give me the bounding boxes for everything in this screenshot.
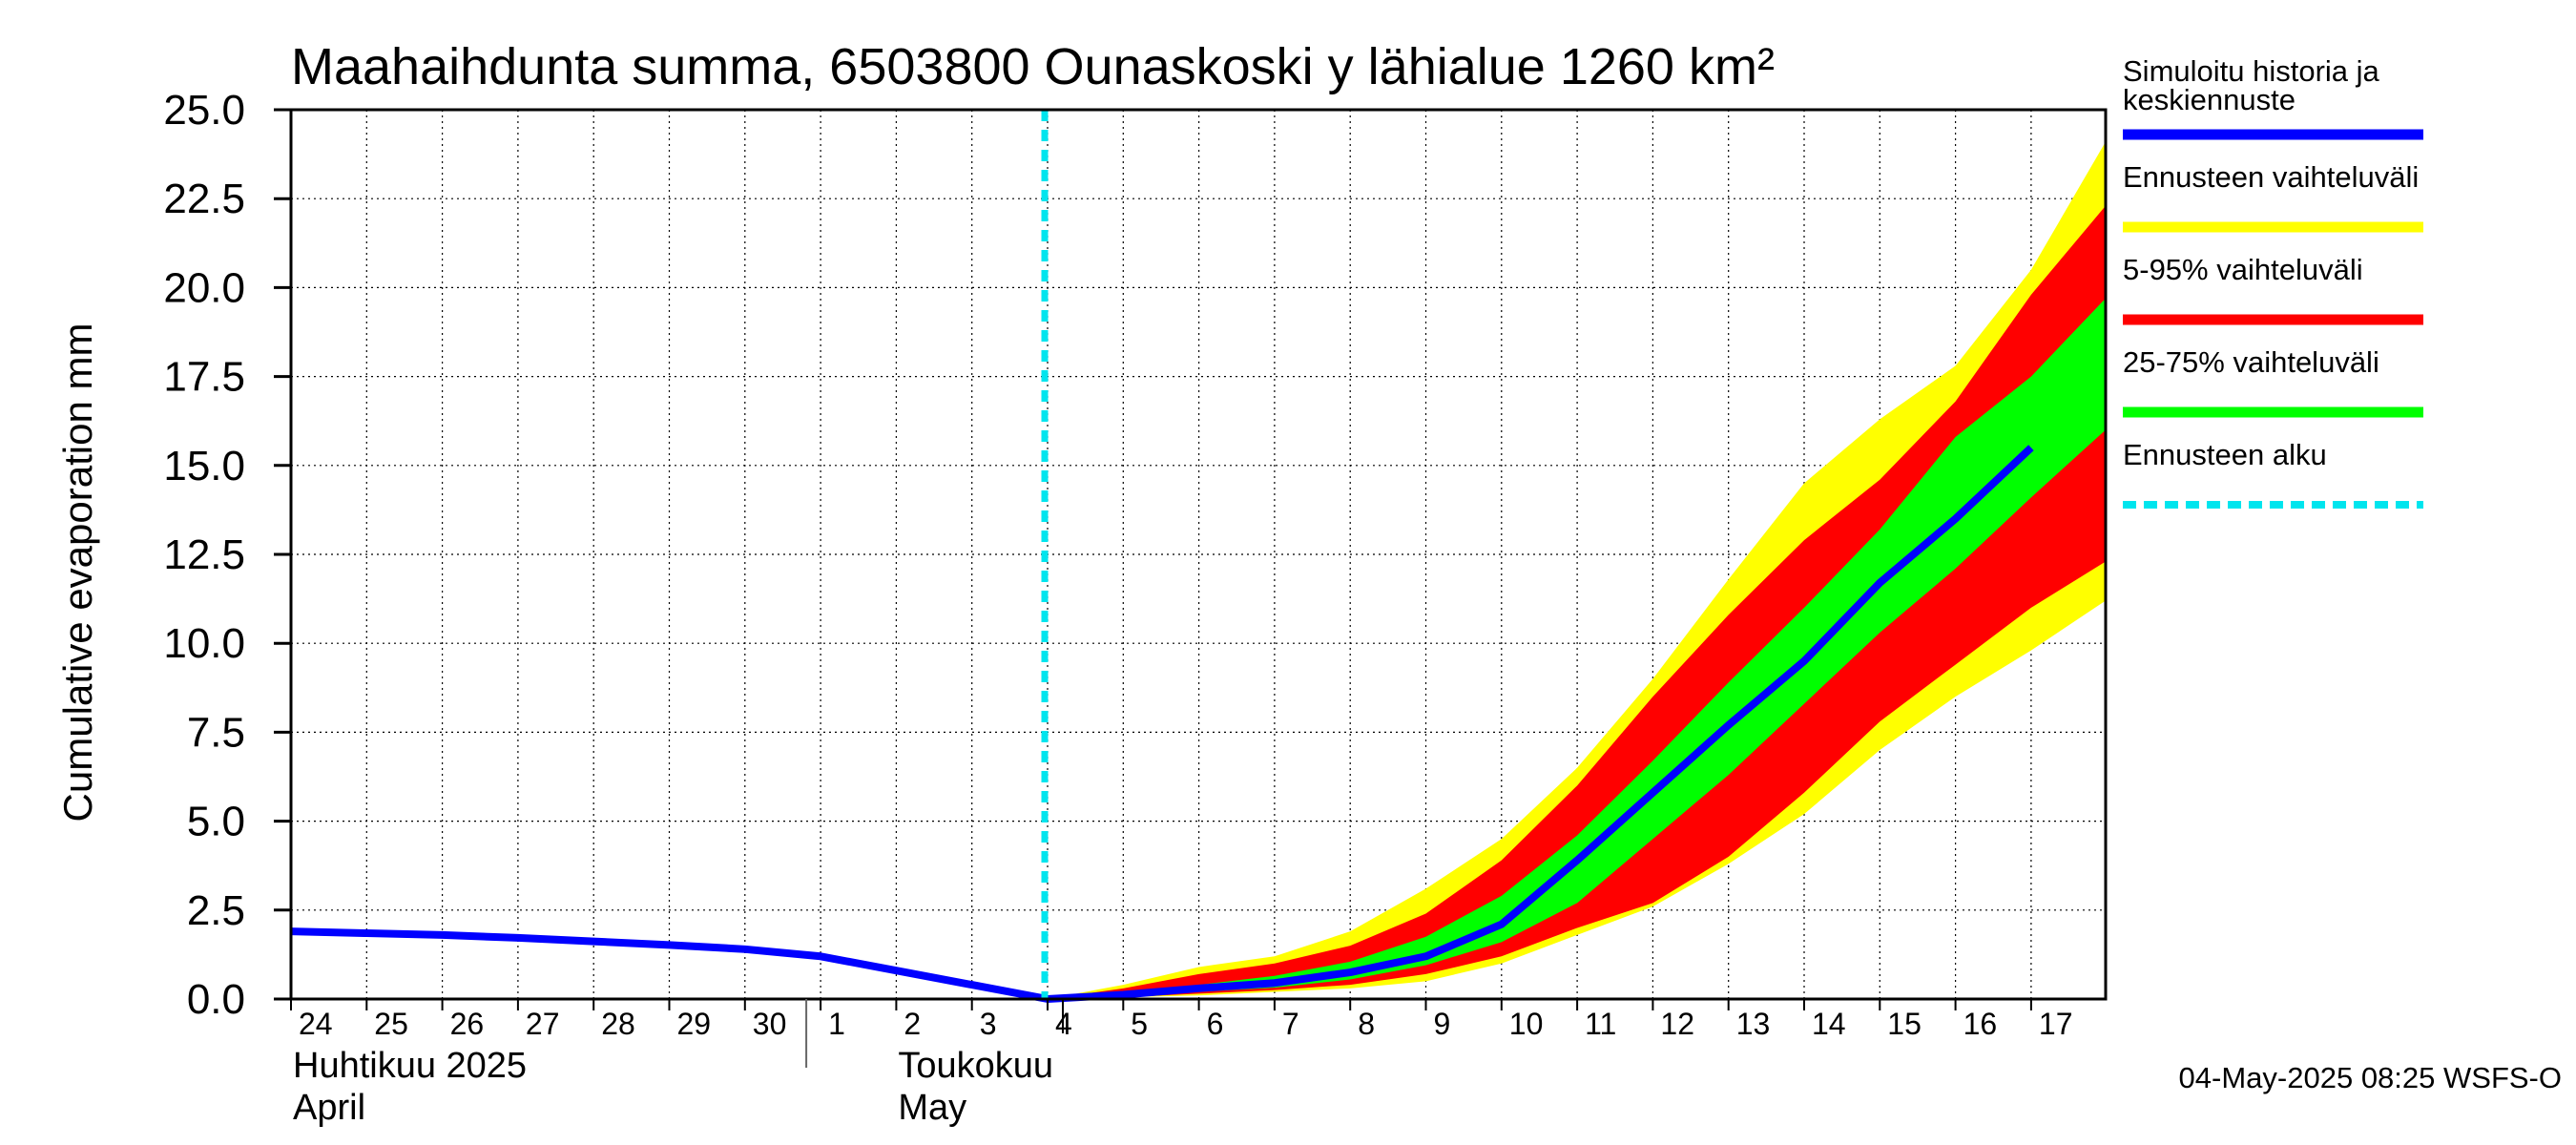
y-tick-label: 22.5	[163, 176, 245, 222]
footer-timestamp: 04-May-2025 08:25 WSFS-O	[2179, 1061, 2562, 1094]
y-tick-label: 17.5	[163, 354, 245, 401]
x-tick-label: 17	[2039, 1007, 2073, 1041]
x-tick-label: 15	[1887, 1007, 1922, 1041]
x-tick-label: 1	[828, 1007, 845, 1041]
x-tick-label: 13	[1736, 1007, 1771, 1041]
x-tick-label: 28	[601, 1007, 635, 1041]
y-tick-label: 5.0	[187, 799, 245, 845]
legend-label-line2: keskiennuste	[2123, 83, 2296, 116]
x-tick-label: 10	[1509, 1007, 1544, 1041]
x-tick-label: 25	[374, 1007, 408, 1041]
x-tick-label: 6	[1207, 1007, 1224, 1041]
series-line-mean	[290, 445, 2034, 1003]
y-tick-label: 25.0	[163, 87, 245, 134]
x-tick-label: 16	[1963, 1007, 1998, 1041]
legend-label: Simuloitu historia ja	[2123, 54, 2380, 88]
y-tick-label: 7.5	[187, 709, 245, 756]
x-tick-label: 24	[299, 1007, 333, 1041]
y-tick-label: 2.5	[187, 887, 245, 934]
x-tick-label: 29	[677, 1007, 712, 1041]
x-tick-label: 30	[753, 1007, 787, 1041]
legend-label: Ennusteen alku	[2123, 438, 2327, 471]
legend-label: 5-95% vaihteluväli	[2123, 253, 2363, 286]
month-label-line1: Huhtikuu 2025	[293, 1046, 527, 1086]
legend-label: Ennusteen vaihteluväli	[2123, 160, 2419, 194]
x-tick-label: 3	[980, 1007, 997, 1041]
x-tick-label: 7	[1282, 1007, 1299, 1041]
month-label-line2: April	[293, 1088, 365, 1128]
chart-title: Maahaihdunta summa, 6503800 Ounaskoski y…	[291, 38, 1775, 95]
x-tick-label: 12	[1660, 1007, 1694, 1041]
y-tick-label: 10.0	[163, 620, 245, 667]
legend-label: 25-75% vaihteluväli	[2123, 345, 2379, 379]
x-tick-label: 9	[1434, 1007, 1451, 1041]
y-tick-label: 12.5	[163, 531, 245, 578]
x-axis: 242526272829301234567891011121314151617	[290, 999, 2073, 1068]
x-tick-label: 2	[904, 1007, 921, 1041]
x-tick-label: 26	[450, 1007, 485, 1041]
series-lines	[290, 445, 2034, 1003]
y-axis: 0.0 2.5 5.0 7.5 10.0 12.5 15.0 17.5 20.0 22.5 25.0	[163, 87, 291, 1023]
y-axis-label: Cumulative evaporation mm	[55, 323, 100, 822]
y-tick-label: 15.0	[163, 443, 245, 489]
x-tick-label: 11	[1585, 1007, 1616, 1041]
x-tick-label: 27	[526, 1007, 560, 1041]
x-tick-label: 5	[1131, 1007, 1148, 1041]
y-tick-label: 20.0	[163, 264, 245, 311]
y-tick-label: 0.0	[187, 976, 245, 1023]
month-label-line2: May	[898, 1088, 966, 1128]
x-tick-label: 8	[1358, 1007, 1375, 1041]
month-label-line1: Toukokuu	[898, 1046, 1053, 1086]
x-tick-label: 14	[1812, 1007, 1846, 1041]
